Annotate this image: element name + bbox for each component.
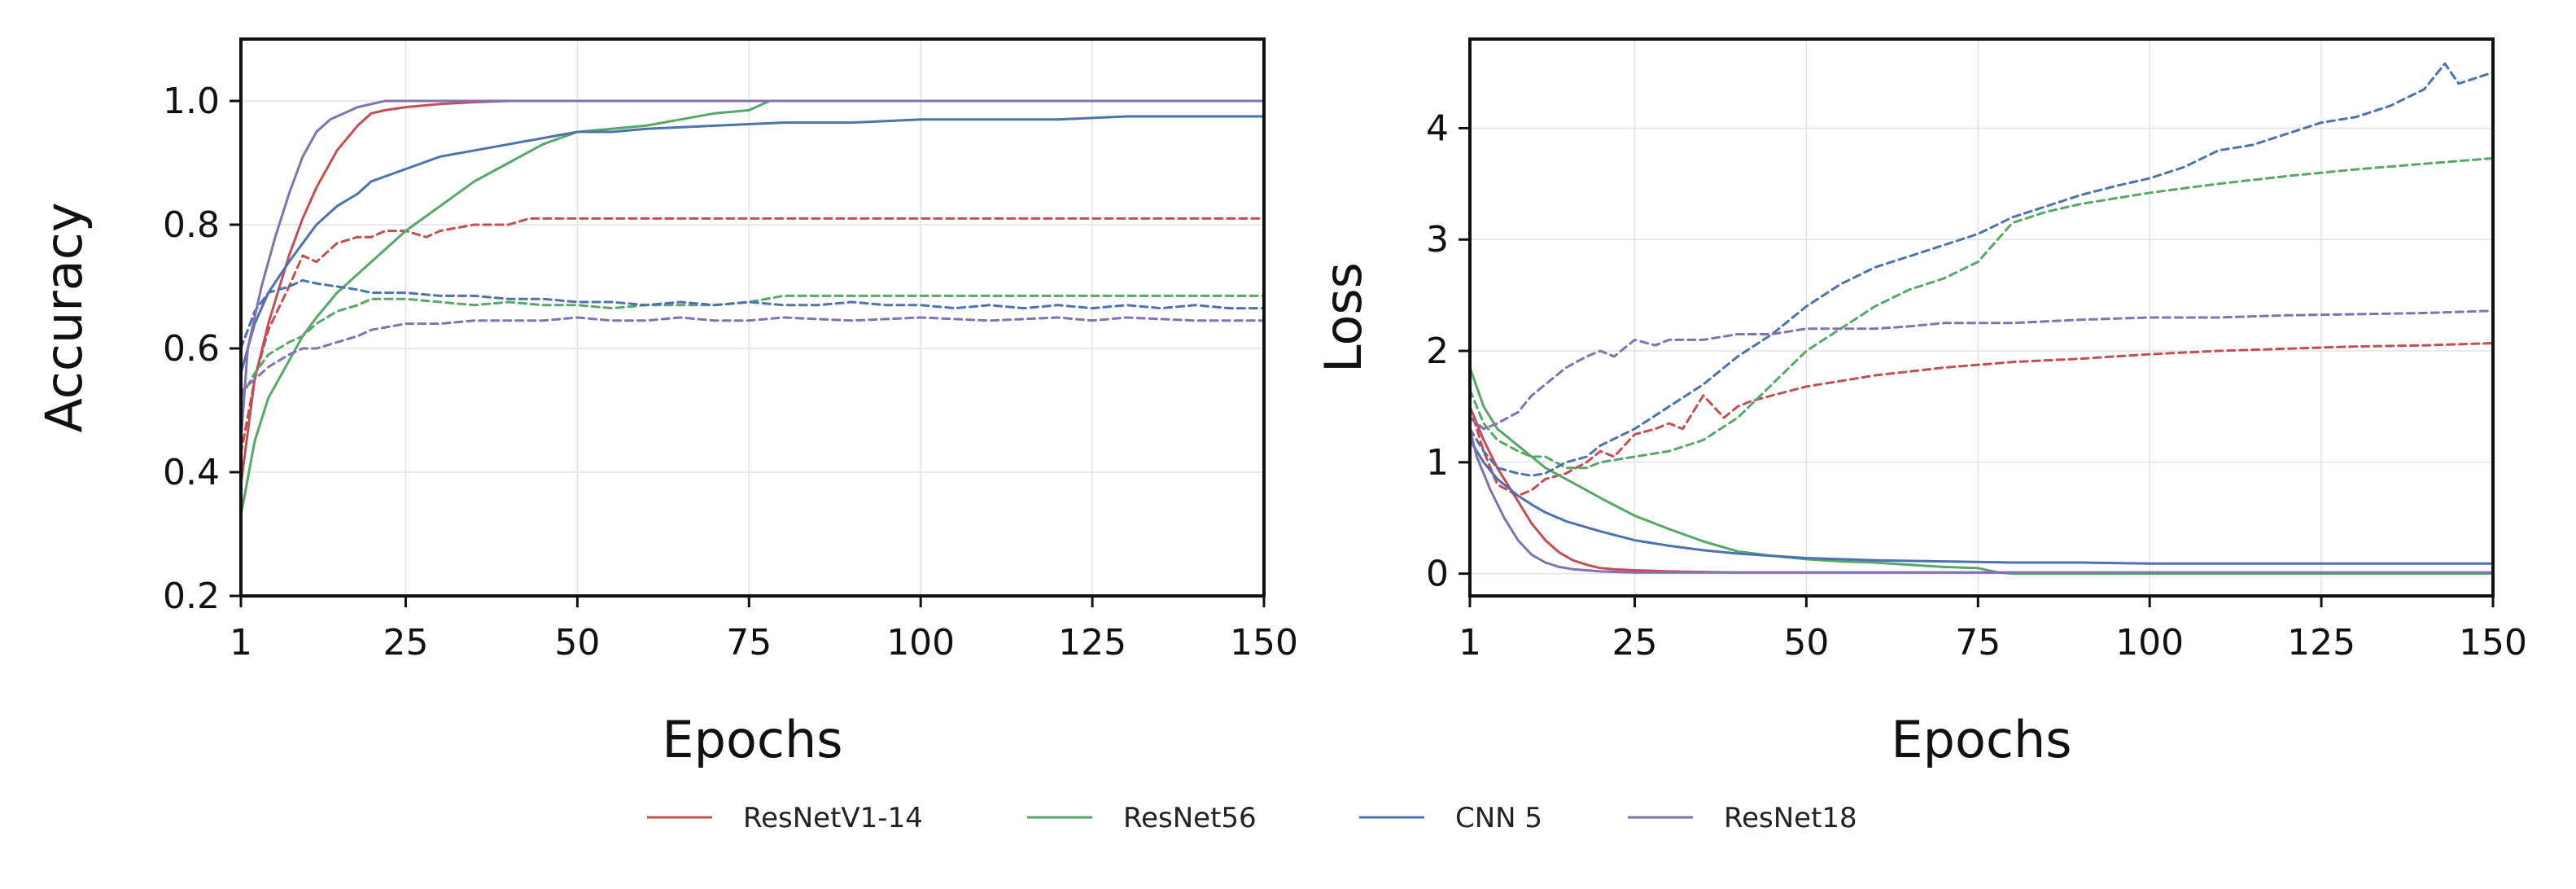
x-tick-label: 50	[1783, 622, 1829, 663]
legend-entry-label: CNN 5	[1455, 802, 1542, 834]
loss-series-group	[1470, 62, 2493, 576]
x-tick-label: 75	[726, 622, 772, 663]
accuracy-x-axis-label: Epochs	[662, 710, 842, 769]
x-tick-label: 100	[886, 622, 955, 663]
legend: ResNetV1-14 ResNet56 CNN 5 ResNet18	[647, 802, 1857, 834]
accuracy-panel: 1 25 50 75 100 125 1500.20.40.60.81.0EpochsAcc…	[34, 37, 1298, 769]
loss-series-resnet18-train	[1470, 427, 2493, 574]
loss-x-axis-label: Epochs	[1891, 710, 2071, 769]
accuracy-series-cnn-5-train	[241, 115, 1264, 374]
y-tick-label: 1.0	[163, 81, 220, 122]
loss-series-resnetv1-14-train	[1470, 405, 2493, 574]
legend-entry-label: ResNet18	[1724, 802, 1857, 834]
x-tick-label: 125	[1058, 622, 1126, 663]
x-tick-label: 50	[554, 622, 600, 663]
y-tick-label: 2	[1426, 331, 1449, 372]
x-tick-label: 125	[2287, 622, 2355, 663]
y-tick-label: 0.8	[163, 204, 220, 246]
x-tick-label: 1	[230, 622, 252, 663]
y-tick-label: 0.6	[163, 328, 220, 370]
loss-series-cnn-5-test	[1470, 62, 2493, 477]
loss-series-resnet56-test	[1470, 156, 2493, 470]
y-tick-label: 1	[1426, 442, 1449, 484]
accuracy-series-resnet56-test	[241, 294, 1264, 400]
x-tick-label: 150	[2459, 622, 2527, 663]
y-tick-label: 4	[1426, 107, 1449, 149]
x-tick-label: 150	[1230, 622, 1298, 663]
loss-series-resnet56-train	[1470, 366, 2493, 576]
accuracy-series-resnet56-train	[241, 99, 1264, 517]
loss-y-axis-label: Loss	[1314, 262, 1373, 373]
accuracy-series-resnet18-test	[241, 316, 1264, 393]
accuracy-series-group	[241, 99, 1264, 517]
accuracy-y-axis-label: Accuracy	[34, 202, 94, 432]
x-tick-label: 75	[1955, 622, 2001, 663]
accuracy-series-cnn-5-test	[241, 278, 1264, 350]
x-tick-label: 100	[2115, 622, 2184, 663]
accuracy-series-resnetv1-14-test	[241, 217, 1264, 455]
y-tick-label: 3	[1426, 219, 1449, 261]
x-tick-label: 25	[383, 622, 428, 663]
y-tick-label: 0	[1426, 554, 1449, 595]
x-tick-label: 1	[1459, 622, 1481, 663]
legend-entry-label: ResNet56	[1123, 802, 1257, 834]
loss-series-resnetv1-14-test	[1470, 342, 2493, 497]
y-tick-label: 0.4	[163, 452, 220, 493]
legend-entry-label: ResNetV1-14	[743, 802, 923, 834]
accuracy-series-resnetv1-14-train	[241, 99, 1264, 486]
loss-series-cnn-5-train	[1470, 439, 2493, 565]
accuracy-series-resnet18-train	[241, 99, 1264, 443]
loss-axes-frame	[1468, 37, 2495, 598]
accuracy-axes-frame	[239, 37, 1266, 598]
loss-series-resnet18-test	[1470, 309, 2493, 431]
x-tick-label: 25	[1612, 622, 1657, 663]
y-tick-label: 0.2	[163, 576, 220, 617]
